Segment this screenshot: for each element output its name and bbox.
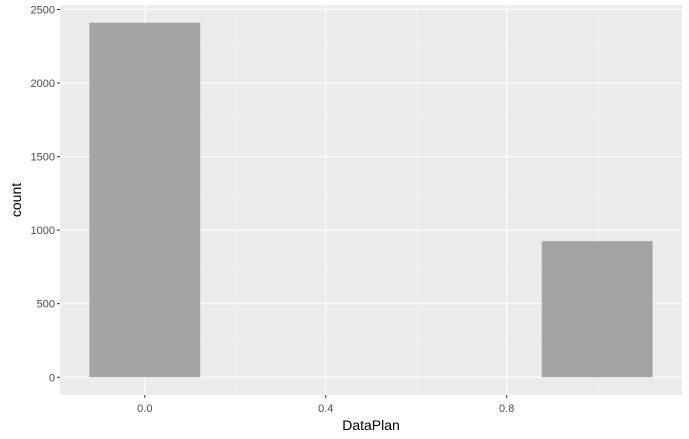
x-tick-label: 0.8 [499, 403, 514, 415]
y-tick-label: 1000 [31, 225, 55, 237]
bars [89, 22, 653, 378]
x-axis-title: DataPlan [342, 417, 400, 433]
y-tick-label: 2000 [31, 78, 55, 90]
y-tick-label: 0 [49, 372, 55, 384]
bar [541, 241, 653, 378]
x-axis: 0.0 0.4 0.8 [137, 395, 514, 415]
y-tick-label: 500 [37, 299, 55, 311]
x-tick-label: 0.4 [318, 403, 333, 415]
y-tick-label: 1500 [31, 152, 55, 164]
bar [89, 22, 201, 378]
y-axis: 0 500 1000 1500 2000 2500 [31, 4, 60, 384]
x-tick-label: 0.0 [137, 403, 152, 415]
y-axis-title: count [8, 183, 24, 217]
y-tick-label: 2500 [31, 4, 55, 16]
